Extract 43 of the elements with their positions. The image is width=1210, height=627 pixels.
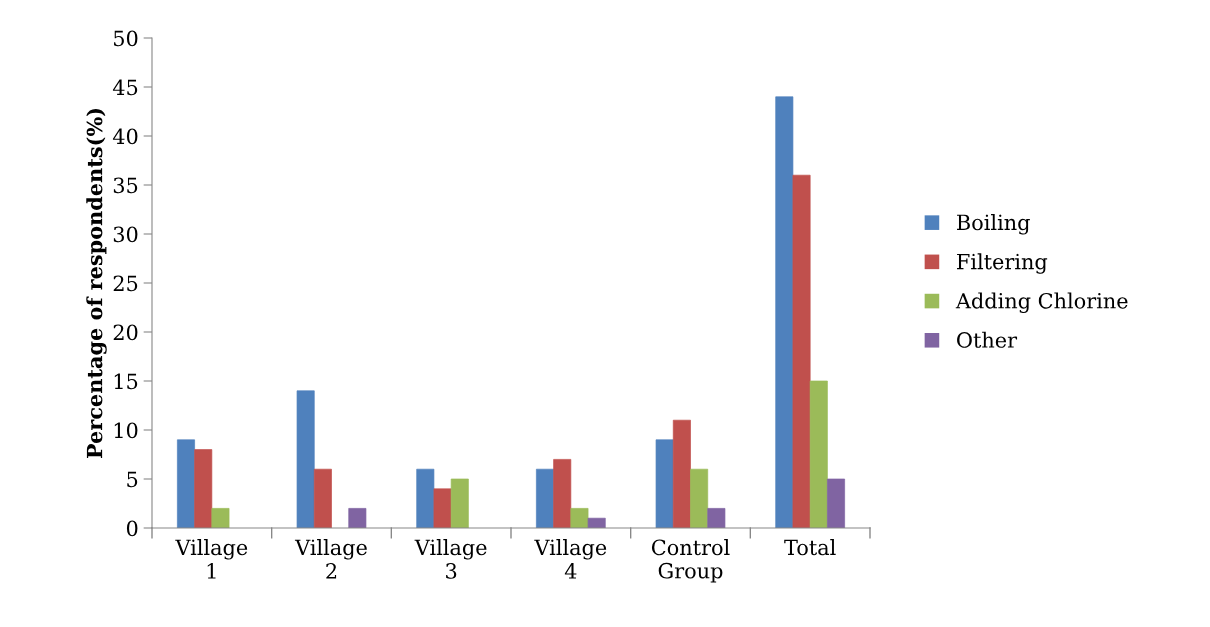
bar [827, 478, 845, 528]
y-tick-label: 0 [126, 520, 138, 537]
y-tick-label: 50 [114, 30, 138, 47]
y-tick-label: 45 [112, 79, 138, 96]
bar [296, 390, 315, 528]
x-tick-label: Control Group [651, 539, 730, 583]
y-tick-label: 10 [114, 422, 138, 439]
bar [707, 508, 726, 528]
bar [433, 488, 452, 528]
x-tick-label: Village 4 [534, 539, 607, 579]
y-tick-label: 40 [112, 128, 138, 145]
bar [809, 380, 828, 528]
bar [792, 174, 811, 528]
y-tick-label: 20 [113, 324, 138, 341]
legend-label: Adding Chlorine [955, 292, 1128, 313]
x-tick-label: Total [784, 539, 836, 556]
x-tick-label: Village 3 [414, 539, 487, 579]
bar [690, 468, 709, 528]
bar [194, 449, 213, 528]
bar [553, 459, 572, 528]
bar [416, 468, 435, 528]
y-tick-label: 15 [114, 373, 138, 390]
bar [655, 439, 674, 528]
y-axis-title: Percentage of respondents(%) [86, 108, 107, 459]
legend-label: Boiling [957, 214, 1030, 235]
y-tick-label: 30 [113, 226, 138, 243]
bar [313, 468, 332, 528]
bar [775, 96, 794, 528]
y-tick-label: 25 [113, 275, 138, 292]
x-tick-label: Village 1 [175, 539, 248, 579]
bar [177, 439, 195, 528]
y-tick-label: 5 [127, 471, 138, 488]
bar [450, 478, 469, 528]
bar [211, 508, 230, 528]
bar [672, 419, 691, 528]
bar [348, 508, 367, 528]
legend-label: Filtering [957, 253, 1048, 274]
bar [570, 508, 589, 528]
bar [536, 468, 554, 528]
y-tick-label: 35 [113, 177, 138, 194]
bar [587, 517, 606, 528]
legend-label: Other [957, 331, 1018, 348]
x-tick-label: Village 2 [294, 539, 367, 579]
